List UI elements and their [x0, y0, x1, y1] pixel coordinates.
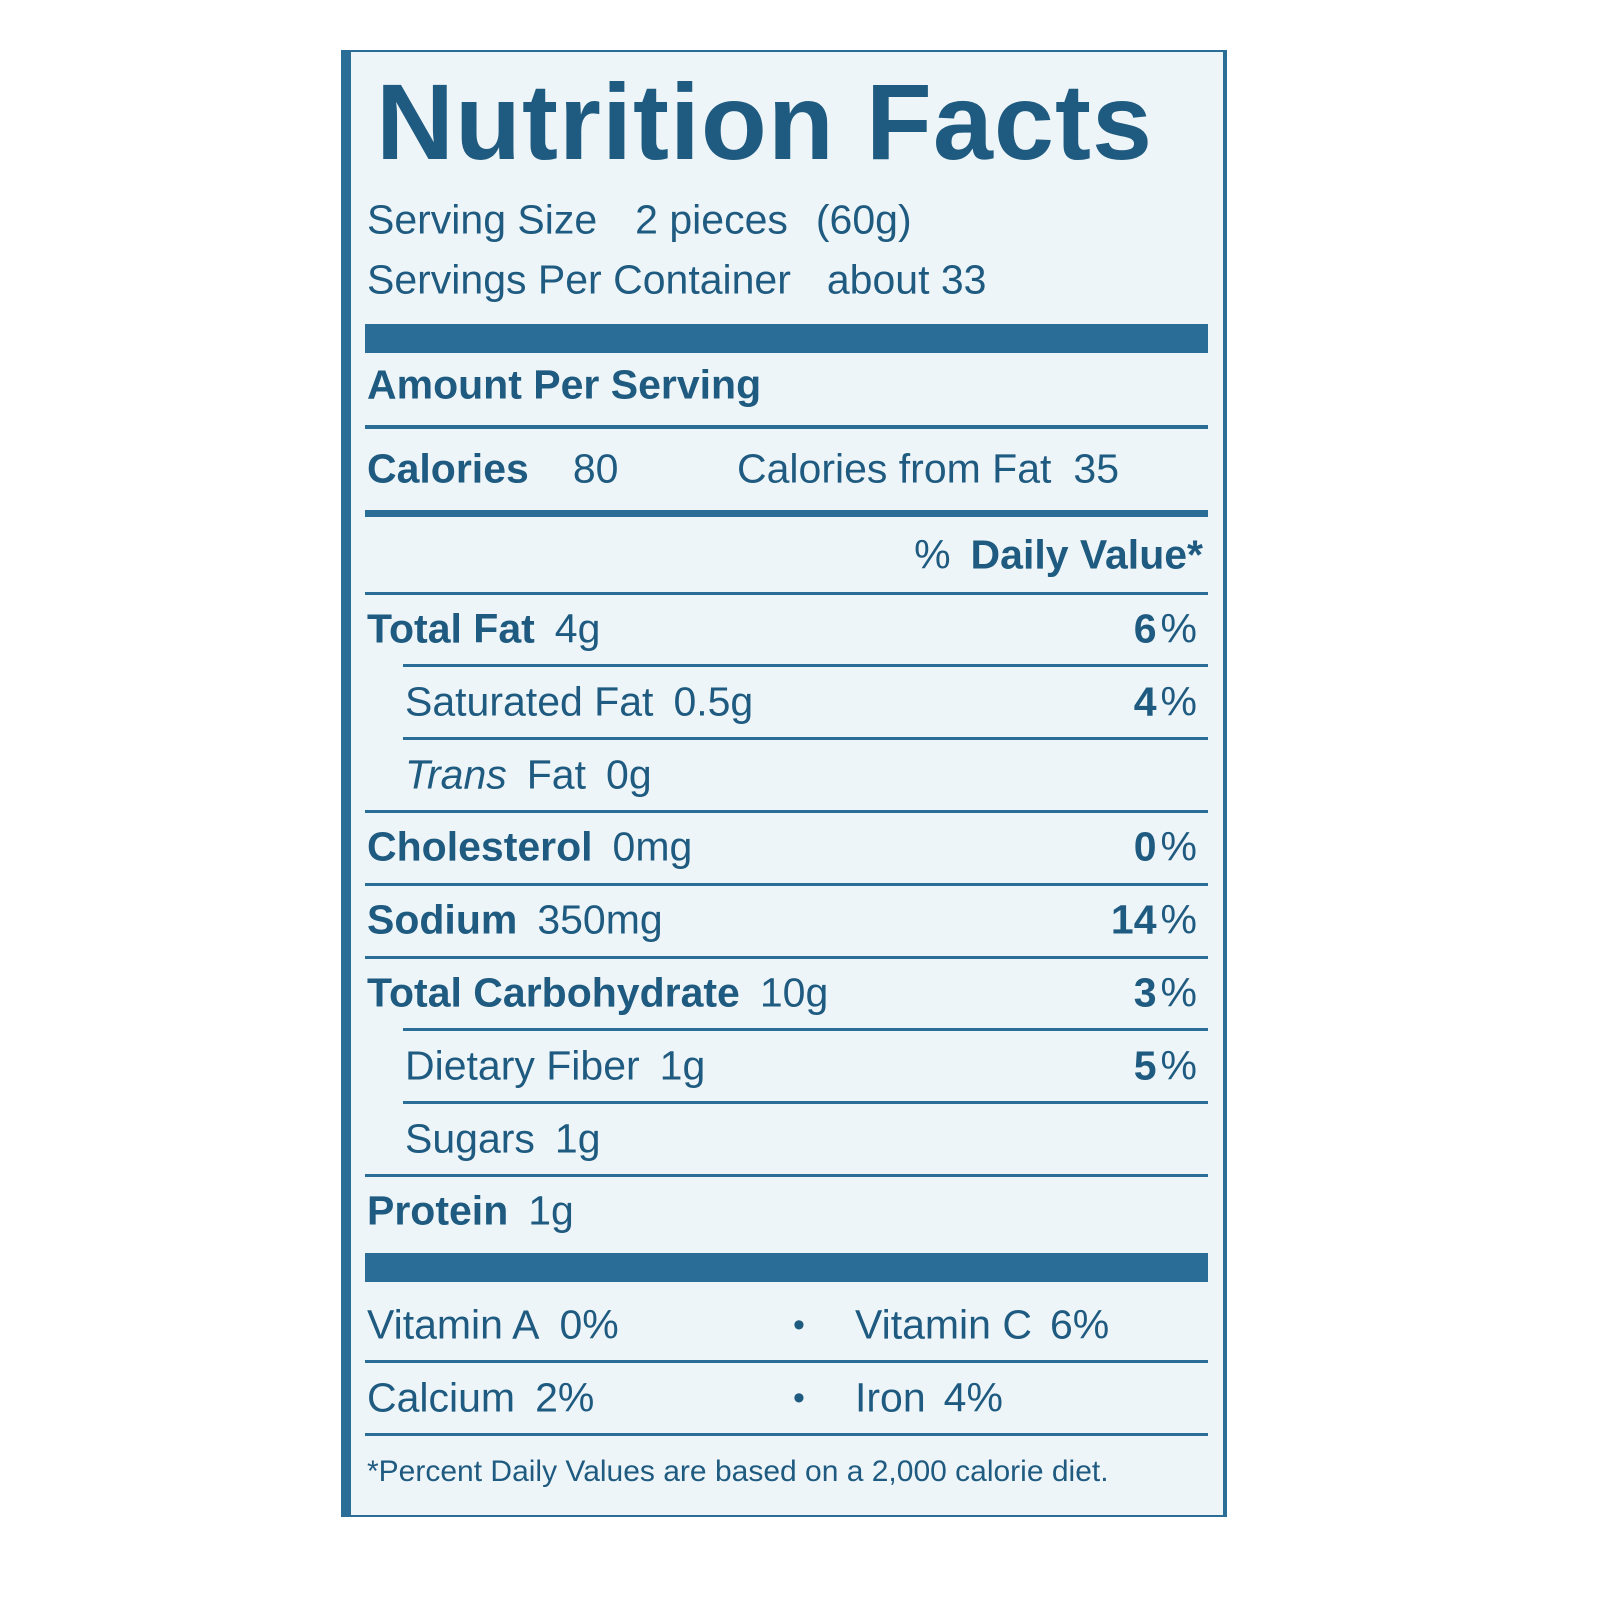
text-span: Servings Per Container [367, 256, 791, 303]
text-span: % [1160, 678, 1197, 725]
text-span: Vitamin A [367, 1301, 540, 1348]
daily-value: 14% [1110, 896, 1197, 943]
rule [403, 737, 1208, 741]
text-span: 0g [606, 751, 652, 798]
text-span: Sodium [367, 896, 518, 943]
bullet: • [793, 1379, 805, 1417]
text-span: 10g [759, 969, 829, 1016]
text-span: 6 [1133, 605, 1157, 652]
nutrient: Total Carbohydrate 10g [367, 969, 829, 1016]
nutrient: Cholesterol 0mg [367, 823, 693, 870]
text-span: *Percent Daily Values are based on a 2,0… [367, 1455, 1109, 1488]
text-span: Protein [367, 1187, 509, 1234]
text-span: % [914, 531, 951, 578]
text-span: Trans [405, 751, 507, 798]
text-span: 1g [554, 1115, 601, 1162]
text-span: Daily Value* [970, 531, 1203, 578]
rule [365, 809, 1208, 813]
text-span: Nutrition Facts [376, 61, 1154, 182]
text-span: % [1160, 823, 1197, 870]
daily-value-header: % Daily Value* [914, 531, 1203, 578]
text-span: Total Carbohydrate [367, 969, 740, 1016]
nutrient: Total Fat 4g [367, 605, 601, 652]
text-span: 0% [559, 1301, 619, 1348]
rule [365, 591, 1208, 595]
bullet: • [793, 1306, 805, 1344]
text-span: Cholesterol [367, 823, 593, 870]
text-span: Iron [855, 1374, 926, 1421]
text-span: % [1160, 969, 1197, 1016]
sub-nutrient: Saturated Fat 0.5g [405, 681, 753, 722]
calories-from-fat: Calories from Fat 35 [737, 445, 1120, 492]
rule [365, 425, 1208, 429]
text-span: 6% [1049, 1301, 1110, 1348]
vitamin: Calcium 2% [367, 1374, 595, 1421]
rule [365, 955, 1208, 959]
rule [365, 509, 1208, 517]
text-span: 350mg [537, 896, 663, 943]
text-span: Serving Size [367, 196, 598, 243]
text-span: 4% [943, 1374, 1003, 1421]
text-span: 0mg [612, 823, 693, 870]
daily-value: 3% [1133, 969, 1197, 1016]
amount-per-serving: Amount Per Serving [367, 361, 762, 408]
sub-nutrient: Dietary Fiber 1g [405, 1045, 705, 1086]
text-span: Calcium [367, 1374, 516, 1421]
text-span: 1g [659, 1042, 706, 1089]
rule [365, 1432, 1208, 1436]
text-span: 1g [528, 1187, 574, 1234]
vitamin: Iron 4% [855, 1374, 1003, 1421]
text-span: 80 [572, 445, 619, 492]
vitamin: Vitamin C 6% [855, 1301, 1110, 1348]
text-span: 4 [1133, 678, 1157, 725]
text-span: % [1160, 1042, 1197, 1089]
rule [365, 1252, 1208, 1282]
rule [403, 664, 1208, 668]
servings-per-container: Servings Per Container about 33 [367, 256, 987, 303]
rule [365, 1173, 1208, 1177]
text-span: Vitamin C [855, 1301, 1032, 1348]
rule [365, 1359, 1208, 1363]
text-span: Sugars [405, 1115, 535, 1162]
text-span: 2% [535, 1374, 595, 1421]
text-span: Fat [526, 751, 587, 798]
calories: Calories 80 [367, 445, 619, 492]
daily-value: 5% [1134, 1045, 1197, 1086]
text-span: 5 [1133, 1042, 1157, 1089]
text-span: Calories [367, 445, 529, 492]
text-span: Total Fat [367, 605, 535, 652]
text-span: 2 pieces [635, 196, 788, 243]
text-span: % [1160, 896, 1197, 943]
daily-value: 4% [1134, 681, 1197, 722]
text-span: 3 [1133, 969, 1157, 1016]
text-span: Saturated Fat [405, 678, 654, 725]
sub-nutrient: Trans Fat 0g [405, 754, 652, 795]
sub-nutrient: Sugars 1g [405, 1118, 601, 1159]
text-span: % [1160, 605, 1197, 652]
text-span: Dietary Fiber [405, 1042, 640, 1089]
footnote: *Percent Daily Values are based on a 2,0… [367, 1457, 1109, 1487]
vitamin: Vitamin A 0% [367, 1301, 619, 1348]
rule [403, 1028, 1208, 1032]
text-span: (60g) [815, 196, 912, 243]
nutrient: Protein 1g [367, 1187, 574, 1234]
text-span: 4g [554, 605, 601, 652]
serving-size: Serving Size 2 pieces (60g) [367, 196, 912, 243]
text-span: Calories from Fat [737, 445, 1052, 492]
rule [365, 323, 1208, 353]
nutrient: Sodium 350mg [367, 896, 663, 943]
text-span: about 33 [826, 256, 987, 303]
text-span: 14 [1110, 896, 1157, 943]
daily-value: 6% [1133, 605, 1197, 652]
text-span: 35 [1073, 445, 1120, 492]
text-span: 0.5g [673, 678, 754, 725]
rule [403, 1101, 1208, 1105]
text-span: Amount Per Serving [367, 361, 762, 408]
daily-value: 0% [1133, 823, 1197, 870]
rule [365, 882, 1208, 886]
text-span: 0 [1133, 823, 1157, 870]
title: Nutrition Facts [376, 68, 1153, 176]
